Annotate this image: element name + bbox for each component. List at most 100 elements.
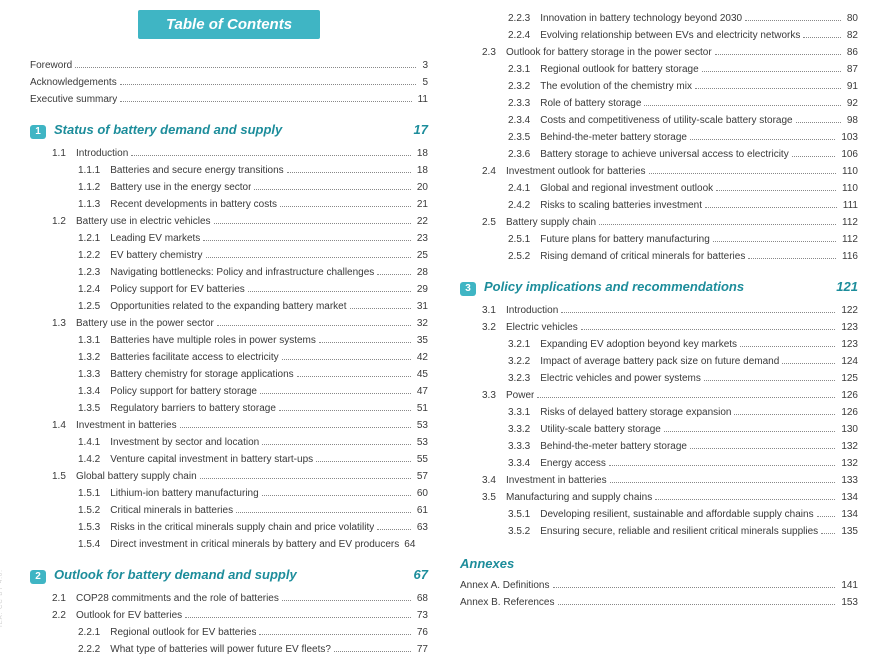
- toc-entry-label: Policy support for EV batteries: [110, 281, 245, 298]
- toc-entry-label: Opportunities related to the expanding b…: [110, 298, 346, 315]
- toc-leader-dots: [236, 512, 411, 513]
- toc-entry-page: 5: [419, 74, 428, 91]
- toc-entry-label: Recent developments in battery costs: [110, 196, 277, 213]
- toc-leader-dots: [200, 478, 411, 479]
- toc-entry-page: 77: [414, 641, 428, 658]
- toc-entry-num: 2.2.4: [508, 27, 540, 44]
- toc-entry-num: 3.1: [482, 302, 506, 319]
- toc-leader-dots: [120, 101, 411, 102]
- toc-entry: 1.5.3Risks in the critical minerals supp…: [30, 519, 428, 536]
- toc-entry-num: 1.3.4: [78, 383, 110, 400]
- toc-entry-page: 86: [844, 44, 858, 61]
- toc-entry-page: 135: [838, 523, 858, 540]
- toc-entry: 2.4.1Global and regional investment outl…: [460, 180, 858, 197]
- toc-entry: 2.1COP28 commitments and the role of bat…: [30, 590, 428, 607]
- toc-leader-dots: [316, 461, 411, 462]
- toc-entry-page: 110: [839, 180, 858, 197]
- toc-entry-label: Battery use in the power sector: [76, 315, 214, 332]
- toc-entry-num: 3.5: [482, 489, 506, 506]
- toc-entry-label: What type of batteries will power future…: [110, 641, 331, 658]
- toc-entry-num: 2.3.4: [508, 112, 540, 129]
- toc-entry-num: 2.3.2: [508, 78, 540, 95]
- toc-leader-dots: [287, 172, 411, 173]
- toc-entry-label: Regional outlook for EV batteries: [110, 624, 256, 641]
- toc-entry: 2.3.2The evolution of the chemistry mix9…: [460, 78, 858, 95]
- annexes-title: Annexes: [460, 556, 858, 571]
- toc-leader-dots: [715, 54, 841, 55]
- toc-entry-label: Batteries have multiple roles in power s…: [110, 332, 316, 349]
- toc-entry: 2.3.1Regional outlook for battery storag…: [460, 61, 858, 78]
- toc-leader-dots: [217, 325, 411, 326]
- toc-page: Table of Contents Foreword3Acknowledgeme…: [0, 0, 888, 668]
- toc-entry-page: 112: [839, 214, 858, 231]
- toc-entry: 3.3.2Utility-scale battery storage130: [460, 421, 858, 438]
- toc-entry-page: 31: [414, 298, 428, 315]
- toc-entry-label: Leading EV markets: [110, 230, 200, 247]
- toc-entry-label: Energy access: [540, 455, 606, 472]
- toc-entry-page: 110: [839, 163, 858, 180]
- toc-entry-num: 1.2.2: [78, 247, 110, 264]
- toc-entry-label: Investment by sector and location: [110, 434, 259, 451]
- toc-entry-label: Lithium-ion battery manufacturing: [110, 485, 258, 502]
- toc-entry-label: Global battery supply chain: [76, 468, 197, 485]
- toc-entry: Acknowledgements5: [30, 74, 428, 91]
- toc-entry: 2.3.6Battery storage to achieve universa…: [460, 146, 858, 163]
- toc-entry-page: 132: [838, 455, 858, 472]
- right-column: 2.2.3Innovation in battery technology be…: [460, 10, 858, 658]
- toc-entry: 1.3.4Policy support for battery storage4…: [30, 383, 428, 400]
- toc-entry: 3.4Investment in batteries133: [460, 472, 858, 489]
- toc-entry-label: Direct investment in critical minerals b…: [110, 536, 399, 553]
- toc-entry-num: 2.3.5: [508, 129, 540, 146]
- toc-entry: 1.2.1Leading EV markets23: [30, 230, 428, 247]
- toc-leader-dots: [214, 223, 411, 224]
- toc-entry-label: Battery chemistry for storage applicatio…: [110, 366, 293, 383]
- toc-entry: 2.2.2What type of batteries will power f…: [30, 641, 428, 658]
- chapter-title: Outlook for battery demand and supply: [54, 567, 406, 582]
- toc-entry: 1.4Investment in batteries53: [30, 417, 428, 434]
- toc-leader-dots: [792, 156, 836, 157]
- toc-entry-page: 47: [414, 383, 428, 400]
- toc-entry-page: 92: [844, 95, 858, 112]
- toc-entry-num: 1.2.4: [78, 281, 110, 298]
- toc-entry: 1.4.2Venture capital investment in batte…: [30, 451, 428, 468]
- toc-leader-dots: [821, 533, 835, 534]
- toc-entry-num: 1.5.4: [78, 536, 110, 553]
- toc-entry: 2.5.1Future plans for battery manufactur…: [460, 231, 858, 248]
- toc-entry-page: 32: [414, 315, 428, 332]
- toc-entry: 1.5.2Critical minerals in batteries61: [30, 502, 428, 519]
- toc-entry-page: 18: [414, 145, 428, 162]
- toc-entry: 1.2Battery use in electric vehicles22: [30, 213, 428, 230]
- toc-entry-page: 126: [838, 387, 858, 404]
- toc-entry-page: 29: [414, 281, 428, 298]
- toc-entry-label: Outlook for battery storage in the power…: [506, 44, 712, 61]
- toc-entry: 1.5Global battery supply chain57: [30, 468, 428, 485]
- toc-entry: 2.2Outlook for EV batteries73: [30, 607, 428, 624]
- front-matter: Foreword3Acknowledgements5Executive summ…: [30, 57, 428, 108]
- toc-leader-dots: [817, 516, 836, 517]
- toc-entry: 3.3.4Energy access132: [460, 455, 858, 472]
- toc-entry-label: Annex A. Definitions: [460, 577, 550, 594]
- toc-leader-dots: [75, 67, 416, 68]
- toc-entry-page: 63: [414, 519, 428, 536]
- toc-leader-dots: [319, 342, 411, 343]
- toc-leader-dots: [260, 393, 411, 394]
- toc-entry: 3.2.1Expanding EV adoption beyond key ma…: [460, 336, 858, 353]
- toc-entry-num: 2.4: [482, 163, 506, 180]
- toc-leader-dots: [690, 448, 835, 449]
- toc-entry: 2.3.4Costs and competitiveness of utilit…: [460, 112, 858, 129]
- chapter-badge: 2: [30, 570, 46, 584]
- toc-leader-dots: [248, 291, 411, 292]
- toc-entry-num: 3.2.3: [508, 370, 540, 387]
- toc-leader-dots: [649, 173, 837, 174]
- toc-entry-page: 124: [838, 353, 858, 370]
- toc-leader-dots: [120, 84, 417, 85]
- toc-entry-label: Investment in batteries: [506, 472, 607, 489]
- toc-entry-page: 153: [838, 594, 858, 611]
- toc-entry: 3.1Introduction122: [460, 302, 858, 319]
- toc-entry-num: 3.4: [482, 472, 506, 489]
- toc-entry-label: Battery use in the energy sector: [110, 179, 251, 196]
- toc-entry-page: 11: [415, 91, 428, 108]
- toc-entry-page: 51: [414, 400, 428, 417]
- toc-entry-label: Risks of delayed battery storage expansi…: [540, 404, 731, 421]
- toc-entry-num: 2.3.1: [508, 61, 540, 78]
